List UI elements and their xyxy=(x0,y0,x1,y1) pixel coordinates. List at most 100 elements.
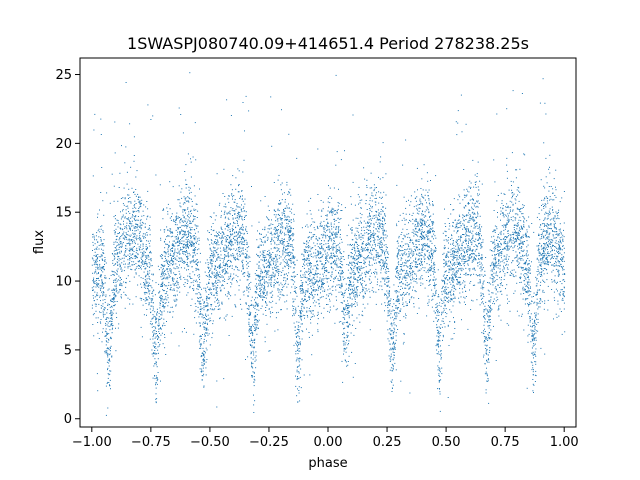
data-point xyxy=(442,318,444,320)
data-point xyxy=(113,243,115,245)
data-point xyxy=(242,259,244,261)
data-point xyxy=(133,236,135,237)
data-point xyxy=(514,232,516,234)
data-point xyxy=(251,225,253,227)
data-point xyxy=(109,346,111,348)
data-point xyxy=(346,288,348,290)
data-point xyxy=(221,270,223,272)
data-point xyxy=(137,243,139,245)
data-point xyxy=(103,286,105,288)
data-point xyxy=(195,159,197,161)
data-point xyxy=(199,325,201,327)
data-point xyxy=(262,293,264,294)
data-point xyxy=(130,257,132,259)
data-point xyxy=(457,259,459,261)
data-point xyxy=(104,309,105,311)
data-point xyxy=(475,184,476,186)
data-point xyxy=(330,222,332,224)
data-point xyxy=(98,286,100,288)
data-point xyxy=(96,232,98,234)
data-point xyxy=(498,259,500,260)
data-point xyxy=(186,256,188,258)
data-point xyxy=(349,297,351,299)
data-point xyxy=(307,291,309,293)
data-point xyxy=(138,208,140,209)
data-point xyxy=(102,243,104,245)
data-point xyxy=(127,266,129,267)
data-point xyxy=(368,203,370,205)
data-point xyxy=(281,271,283,273)
data-point xyxy=(312,268,314,270)
data-point xyxy=(368,219,370,221)
data-point xyxy=(312,302,314,304)
data-point xyxy=(173,289,175,291)
data-point xyxy=(505,256,507,258)
data-point xyxy=(203,305,205,307)
data-point xyxy=(253,372,255,374)
data-point xyxy=(99,321,101,323)
data-point xyxy=(343,344,345,346)
data-point xyxy=(189,285,191,287)
data-point xyxy=(284,234,285,236)
data-point xyxy=(105,318,107,320)
data-point xyxy=(397,295,399,297)
data-point xyxy=(348,343,349,344)
data-point xyxy=(564,331,566,333)
data-point xyxy=(452,243,453,245)
data-point xyxy=(271,234,273,236)
data-point xyxy=(101,167,103,168)
data-point xyxy=(107,354,109,356)
data-point xyxy=(361,247,363,248)
data-point xyxy=(393,348,395,350)
data-point xyxy=(293,256,295,258)
data-point xyxy=(479,233,481,235)
data-point xyxy=(405,315,407,316)
data-point xyxy=(94,251,96,253)
data-point xyxy=(174,242,176,244)
data-point xyxy=(282,289,283,291)
data-point xyxy=(404,223,406,225)
data-point xyxy=(230,230,231,232)
data-point xyxy=(179,291,181,293)
data-point xyxy=(308,307,310,309)
data-point xyxy=(169,253,171,255)
data-point xyxy=(203,360,205,362)
data-point xyxy=(184,198,186,199)
data-point xyxy=(385,267,387,269)
data-point xyxy=(205,305,207,306)
data-point xyxy=(172,277,174,279)
data-point xyxy=(509,238,511,240)
data-point xyxy=(240,228,242,230)
data-point xyxy=(187,153,189,155)
data-point xyxy=(191,260,193,262)
data-point xyxy=(325,277,327,279)
data-point xyxy=(399,250,401,252)
data-point xyxy=(355,291,357,293)
data-point xyxy=(370,219,372,221)
data-point xyxy=(92,175,94,177)
data-point xyxy=(250,329,252,331)
data-point xyxy=(502,215,504,217)
data-point xyxy=(450,338,452,340)
data-point xyxy=(549,211,551,213)
data-point xyxy=(473,205,475,207)
data-point xyxy=(460,273,461,275)
data-point xyxy=(525,261,527,263)
data-point xyxy=(354,243,355,245)
data-point xyxy=(558,274,560,276)
data-point xyxy=(375,268,377,270)
data-point xyxy=(221,301,223,303)
data-point xyxy=(380,240,382,242)
data-point xyxy=(431,306,433,308)
data-point xyxy=(236,267,238,269)
data-point xyxy=(341,261,343,263)
data-point xyxy=(101,259,103,261)
data-point xyxy=(303,250,305,252)
data-point xyxy=(356,279,358,281)
data-point xyxy=(351,253,353,254)
data-point xyxy=(410,201,412,203)
data-point xyxy=(106,352,108,354)
data-point xyxy=(326,230,328,232)
data-point xyxy=(259,244,261,246)
data-point xyxy=(391,348,393,350)
